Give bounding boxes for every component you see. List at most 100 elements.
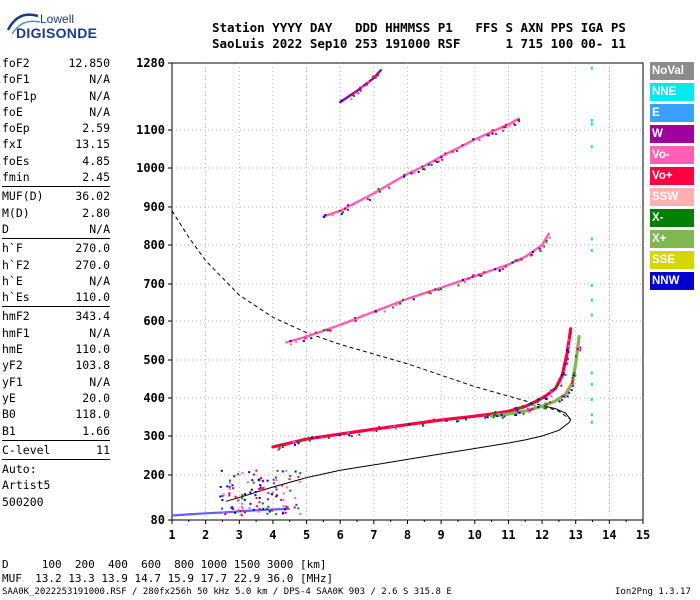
muf-dashed-curve bbox=[171, 210, 571, 421]
trace-point bbox=[429, 292, 432, 295]
trace-point bbox=[494, 413, 497, 416]
trace-point bbox=[423, 168, 426, 171]
trace-point bbox=[389, 426, 392, 429]
es-clutter-point bbox=[231, 506, 234, 509]
trace-point bbox=[346, 208, 349, 211]
logo-swoosh-icon bbox=[6, 13, 41, 35]
trace-point bbox=[377, 425, 380, 428]
trace-point bbox=[569, 332, 572, 335]
param-separator bbox=[2, 238, 110, 240]
trace-point bbox=[505, 410, 508, 413]
trace-point bbox=[514, 259, 517, 262]
trace-point bbox=[361, 314, 364, 317]
legend-item-vo-: Vo- bbox=[650, 146, 694, 164]
trace-point bbox=[502, 126, 505, 129]
trace-point bbox=[451, 150, 454, 153]
trace-point bbox=[444, 152, 447, 155]
trace-point bbox=[366, 83, 369, 86]
es-clutter-point bbox=[220, 469, 223, 472]
es-clutter-point bbox=[257, 510, 260, 513]
trace-point bbox=[491, 129, 494, 132]
trace-point bbox=[379, 69, 382, 72]
trace-point bbox=[376, 72, 379, 75]
trace-point bbox=[487, 134, 490, 137]
cyan-marker bbox=[590, 145, 593, 149]
trace-point bbox=[348, 434, 351, 437]
trace-point bbox=[567, 339, 570, 342]
trace-point bbox=[521, 405, 524, 408]
es-clutter-point bbox=[288, 478, 291, 481]
trace-point bbox=[442, 417, 445, 420]
trace-point bbox=[374, 76, 377, 79]
x-tick-label: 10 bbox=[468, 528, 482, 542]
y-tick-label: 900 bbox=[143, 200, 165, 214]
es-clutter-point bbox=[281, 512, 284, 515]
trace-point bbox=[571, 377, 574, 380]
trace-point bbox=[278, 447, 281, 450]
cyan-marker bbox=[590, 382, 593, 386]
trace-point bbox=[544, 407, 547, 410]
trace-point bbox=[457, 420, 460, 423]
param-value: 11 bbox=[96, 442, 110, 457]
trace-point bbox=[544, 395, 547, 398]
es-clutter-point bbox=[271, 493, 274, 496]
trace-point bbox=[504, 265, 507, 268]
param-row-h-f2: h`F2 270.0 bbox=[2, 257, 110, 273]
trace-line bbox=[339, 69, 382, 104]
trace-point bbox=[358, 430, 361, 433]
es-clutter-point bbox=[231, 487, 234, 490]
x-tick-label: 2 bbox=[202, 528, 209, 542]
trace-point bbox=[410, 172, 413, 175]
trace-point bbox=[479, 272, 482, 275]
trace-point bbox=[567, 391, 570, 394]
param-value: 20.0 bbox=[82, 390, 110, 405]
trace-point bbox=[579, 349, 582, 352]
es-clutter-point bbox=[294, 470, 297, 473]
y-tick-label: 1100 bbox=[136, 123, 165, 137]
es-clutter-point bbox=[241, 507, 244, 510]
trace-line bbox=[285, 232, 550, 344]
y-tick-label: 500 bbox=[143, 353, 165, 367]
y-tick-label: 600 bbox=[143, 314, 165, 328]
trace-point bbox=[480, 274, 483, 277]
trace-point bbox=[522, 412, 525, 415]
es-clutter-point bbox=[258, 496, 261, 499]
trace-point bbox=[577, 345, 580, 348]
trace-point bbox=[457, 284, 460, 287]
trace-point bbox=[557, 383, 560, 386]
trace-point bbox=[467, 277, 470, 280]
es-clutter-point bbox=[221, 507, 224, 510]
trace-point bbox=[545, 241, 548, 244]
es-clutter-point bbox=[258, 487, 261, 490]
param-row-h-e: h`E N/A bbox=[2, 273, 110, 289]
trace-line bbox=[271, 327, 573, 449]
param-row-foe: foE N/A bbox=[2, 104, 110, 120]
trace-point bbox=[341, 211, 344, 214]
trace-point bbox=[359, 89, 362, 92]
trace-point bbox=[471, 275, 474, 278]
es-clutter-point bbox=[221, 499, 224, 502]
x-tick-label: 14 bbox=[602, 528, 616, 542]
trace-point bbox=[340, 212, 343, 215]
es-clutter-point bbox=[272, 491, 275, 494]
param-value: N/A bbox=[89, 325, 110, 340]
es-clutter-point bbox=[240, 514, 243, 517]
trace-point bbox=[513, 414, 516, 417]
param-row-d: D N/A bbox=[2, 221, 110, 237]
trace-point bbox=[571, 379, 574, 382]
es-clutter-point bbox=[285, 505, 288, 508]
trace-point bbox=[564, 392, 567, 395]
electron-density-profile bbox=[225, 405, 572, 502]
trace-point bbox=[354, 319, 357, 322]
trace-point bbox=[504, 126, 507, 129]
trace-point bbox=[394, 427, 397, 430]
trace-point bbox=[436, 160, 439, 163]
es-clutter-point bbox=[228, 488, 231, 491]
trace-point bbox=[563, 395, 566, 398]
y-tick-label: 300 bbox=[143, 429, 165, 443]
trace-point bbox=[383, 310, 386, 313]
es-clutter-point bbox=[228, 485, 231, 488]
trace-point bbox=[514, 123, 517, 126]
legend: NoVal NNE E W Vo- Vo+ SSW X- X+ SSE NNW bbox=[650, 62, 694, 293]
trace-point bbox=[292, 441, 295, 444]
